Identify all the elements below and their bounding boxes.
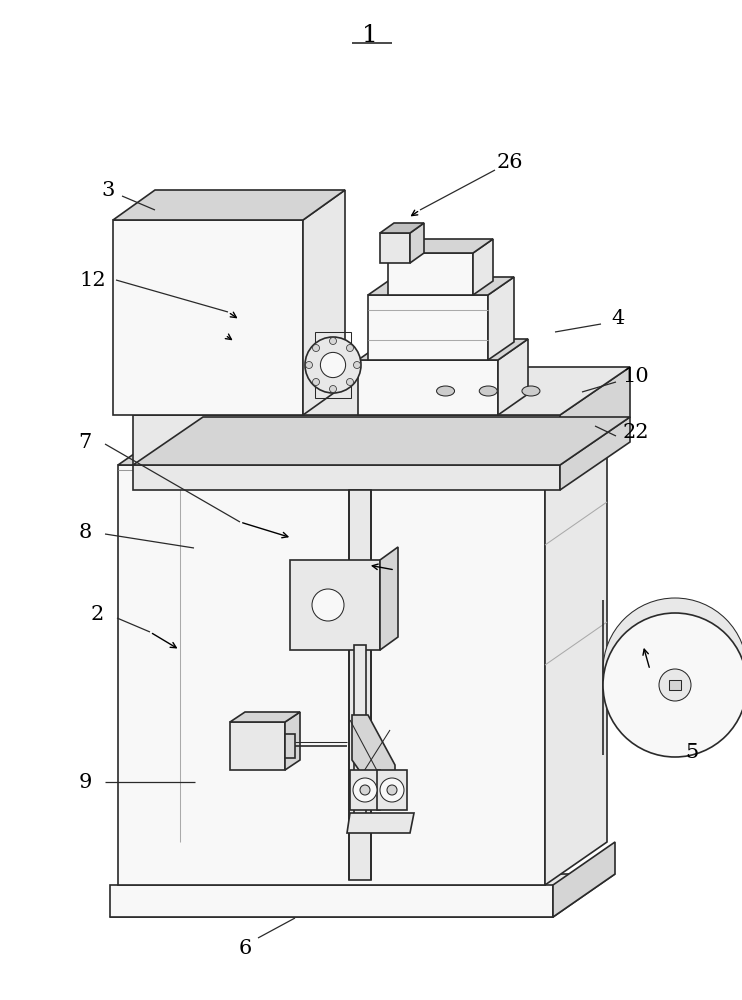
Text: 6: 6 bbox=[238, 938, 252, 958]
Circle shape bbox=[387, 785, 397, 795]
Ellipse shape bbox=[436, 386, 455, 396]
Polygon shape bbox=[350, 770, 380, 810]
Circle shape bbox=[321, 352, 346, 378]
Polygon shape bbox=[358, 360, 498, 415]
Polygon shape bbox=[377, 770, 407, 810]
Ellipse shape bbox=[522, 386, 540, 396]
Polygon shape bbox=[133, 465, 560, 490]
Polygon shape bbox=[133, 415, 560, 465]
Circle shape bbox=[353, 778, 377, 802]
Polygon shape bbox=[560, 417, 630, 490]
Polygon shape bbox=[410, 223, 424, 263]
Text: 3: 3 bbox=[102, 180, 115, 200]
Circle shape bbox=[347, 345, 353, 352]
Polygon shape bbox=[110, 885, 553, 917]
Circle shape bbox=[306, 361, 312, 368]
Circle shape bbox=[360, 785, 370, 795]
Polygon shape bbox=[498, 339, 528, 415]
Polygon shape bbox=[380, 233, 410, 263]
Circle shape bbox=[305, 337, 361, 393]
Polygon shape bbox=[545, 422, 607, 885]
Circle shape bbox=[329, 338, 337, 344]
Polygon shape bbox=[368, 295, 488, 360]
Polygon shape bbox=[118, 465, 545, 885]
Polygon shape bbox=[303, 190, 345, 415]
Text: 26: 26 bbox=[496, 152, 523, 172]
Ellipse shape bbox=[479, 386, 497, 396]
Text: 2: 2 bbox=[91, 605, 104, 624]
Polygon shape bbox=[230, 722, 285, 770]
Polygon shape bbox=[133, 367, 630, 415]
Ellipse shape bbox=[603, 598, 742, 742]
Ellipse shape bbox=[603, 613, 742, 757]
Polygon shape bbox=[285, 712, 300, 770]
Polygon shape bbox=[553, 842, 615, 917]
Circle shape bbox=[347, 378, 353, 385]
Circle shape bbox=[329, 385, 337, 392]
Polygon shape bbox=[669, 680, 681, 690]
Polygon shape bbox=[113, 220, 303, 415]
Polygon shape bbox=[354, 645, 366, 820]
Text: 4: 4 bbox=[611, 308, 625, 328]
Polygon shape bbox=[285, 734, 295, 758]
Text: 10: 10 bbox=[623, 366, 649, 385]
Polygon shape bbox=[380, 547, 398, 650]
Polygon shape bbox=[388, 253, 473, 295]
Text: 5: 5 bbox=[686, 742, 699, 762]
Polygon shape bbox=[349, 490, 371, 880]
Polygon shape bbox=[368, 277, 514, 295]
Circle shape bbox=[312, 589, 344, 621]
Circle shape bbox=[380, 778, 404, 802]
Text: 7: 7 bbox=[79, 432, 91, 452]
Polygon shape bbox=[113, 190, 345, 220]
Polygon shape bbox=[347, 813, 414, 833]
Circle shape bbox=[312, 345, 320, 352]
Polygon shape bbox=[473, 239, 493, 295]
Text: 9: 9 bbox=[79, 772, 92, 792]
Polygon shape bbox=[133, 417, 630, 465]
Ellipse shape bbox=[659, 669, 691, 701]
Text: 22: 22 bbox=[623, 422, 649, 442]
Polygon shape bbox=[358, 339, 528, 360]
Polygon shape bbox=[488, 277, 514, 360]
Text: 1: 1 bbox=[362, 23, 378, 46]
Polygon shape bbox=[388, 239, 493, 253]
Polygon shape bbox=[560, 367, 630, 465]
Text: 8: 8 bbox=[79, 522, 91, 542]
Circle shape bbox=[312, 378, 320, 385]
Polygon shape bbox=[110, 874, 615, 917]
Polygon shape bbox=[118, 422, 607, 465]
Polygon shape bbox=[380, 223, 424, 233]
Polygon shape bbox=[230, 712, 300, 722]
Text: 12: 12 bbox=[79, 270, 106, 290]
Circle shape bbox=[353, 361, 361, 368]
Polygon shape bbox=[352, 715, 395, 800]
Polygon shape bbox=[290, 560, 380, 650]
